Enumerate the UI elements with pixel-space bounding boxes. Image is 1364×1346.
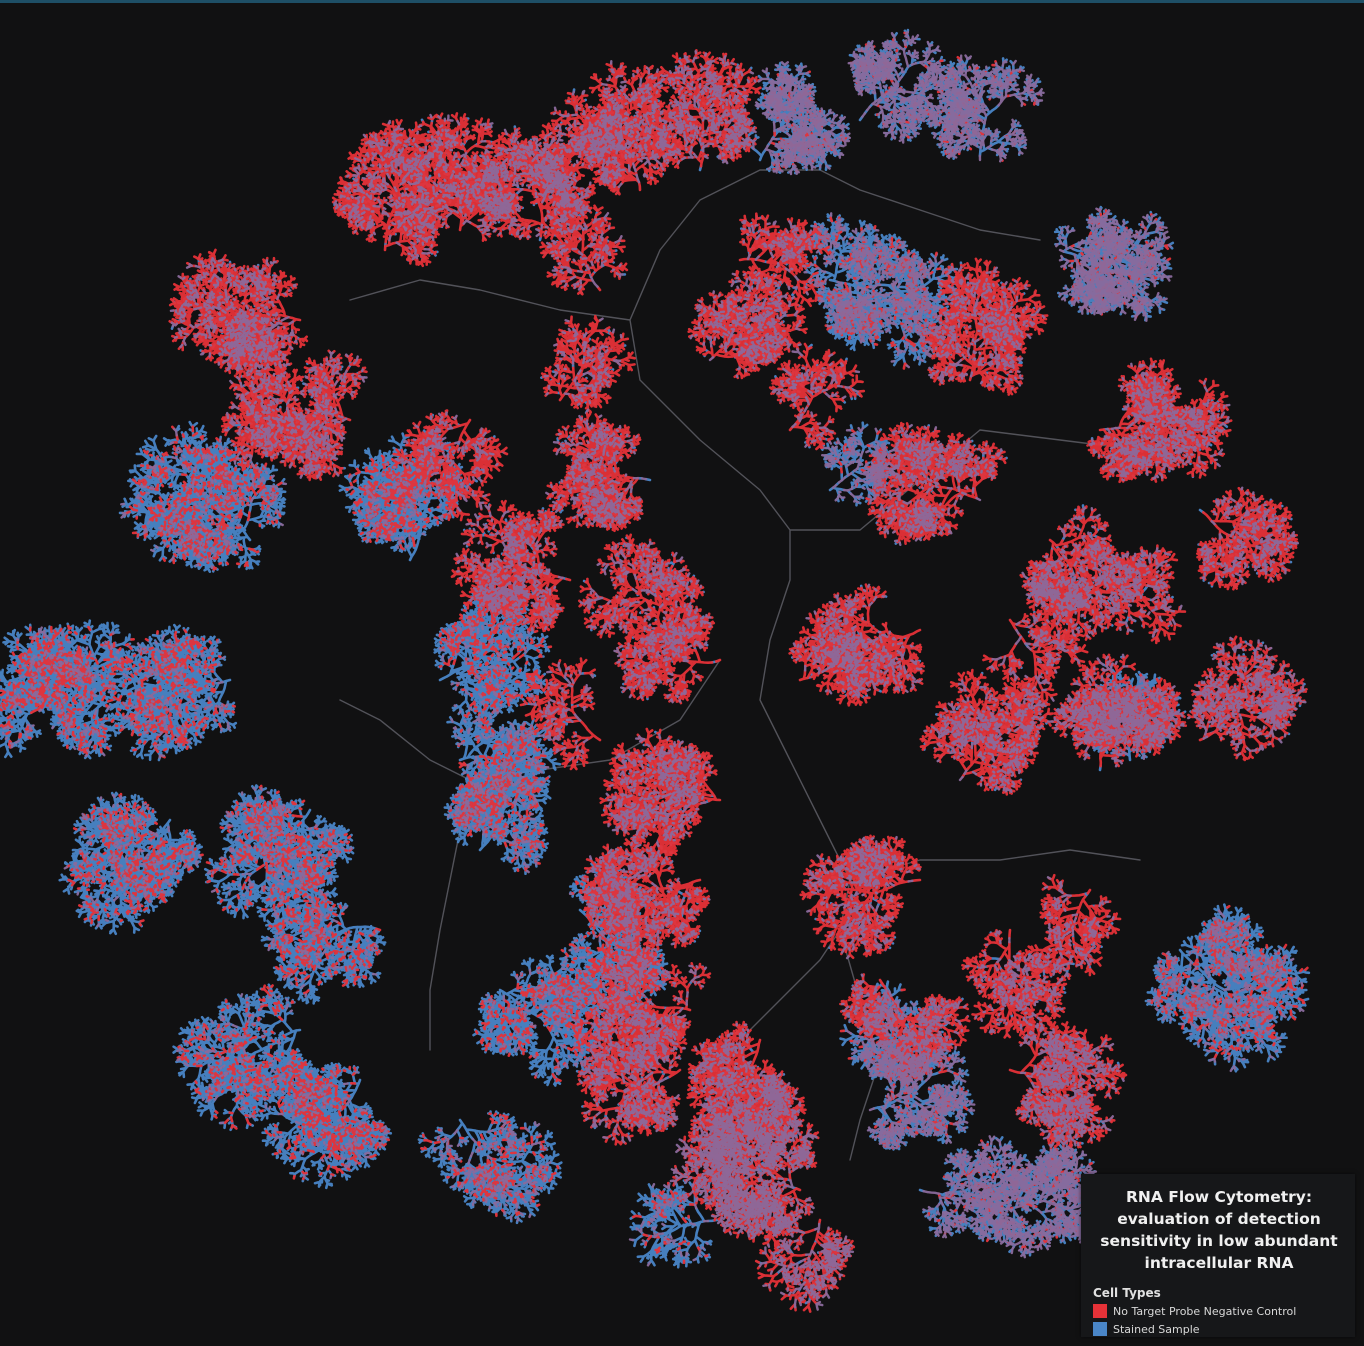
legend-swatch-negative-control (1093, 1304, 1107, 1318)
legend-label-stained-sample: Stained Sample (1113, 1323, 1200, 1336)
legend-item-stained-sample[interactable]: Stained Sample (1093, 1322, 1345, 1336)
legend-item-negative-control[interactable]: No Target Probe Negative Control (1093, 1304, 1345, 1318)
legend-swatch-stained-sample (1093, 1322, 1107, 1336)
legend-heading: Cell Types (1093, 1286, 1345, 1300)
legend-title: RNA Flow Cytometry: evaluation of detect… (1093, 1186, 1345, 1274)
tree-branches (0, 30, 1309, 1312)
legend: RNA Flow Cytometry: evaluation of detect… (1081, 1174, 1355, 1337)
legend-label-negative-control: No Target Probe Negative Control (1113, 1305, 1296, 1318)
